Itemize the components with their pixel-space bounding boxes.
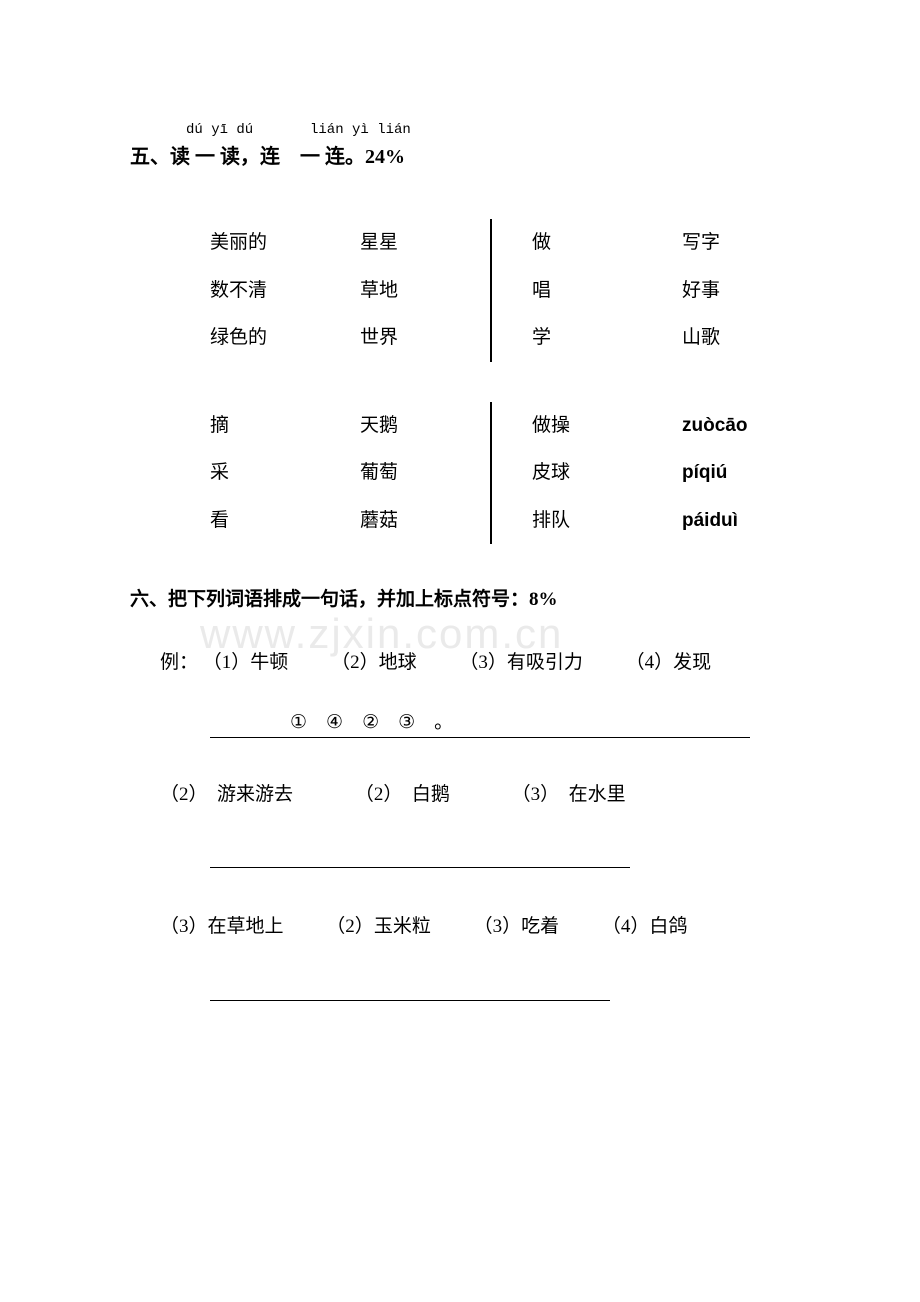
match-group-1: 美丽的 星星 数不清 草地 绿色的 世界 做 写字 唱 好事 学 山歌 — [170, 219, 790, 362]
q3-part-text: 玉米粒 — [374, 916, 431, 937]
match-word: 草地 — [360, 267, 450, 315]
question-3: （3）在草地上 （2）玉米粒 （3）吃着 （4）白鸽 — [160, 910, 790, 944]
match-row: 看 蘑菇 — [210, 497, 450, 545]
match-word: 唱 — [532, 267, 612, 315]
match-word: 排队 — [532, 497, 612, 545]
match-row: 采 葡萄 — [210, 449, 450, 497]
match-word: 做 — [532, 219, 612, 267]
group2-right: 做操 zuòcāo 皮球 píqiú 排队 páiduì — [492, 402, 812, 545]
q2-part-text: 游来游去 — [217, 784, 293, 805]
match-word: 看 — [210, 497, 290, 545]
q2-answer-blank[interactable] — [210, 840, 630, 868]
example-answer: ① ④ ② ③ 。 — [290, 708, 453, 738]
example-part-num: （4） — [626, 652, 674, 673]
q2-part-num: （2） — [160, 784, 198, 805]
example-part-text: 发现 — [673, 652, 711, 673]
match-pinyin: píqiú — [682, 449, 772, 497]
q2-part-text: 在水里 — [569, 784, 626, 805]
match-row: 做操 zuòcāo — [532, 402, 772, 450]
match-pinyin: zuòcāo — [682, 402, 772, 450]
match-word: 摘 — [210, 402, 290, 450]
match-word: 世界 — [360, 314, 450, 362]
group1-right: 做 写字 唱 好事 学 山歌 — [492, 219, 812, 362]
match-pinyin: páiduì — [682, 497, 772, 545]
match-word: 葡萄 — [360, 449, 450, 497]
q2-part-text: 白鹅 — [412, 784, 450, 805]
match-row: 摘 天鹅 — [210, 402, 450, 450]
pinyin-2: lián yì lián — [310, 122, 411, 138]
heading-sep: ， — [240, 146, 260, 168]
page-content: dú yī dú lián yì lián 五、读 一 读，连 一 连。24% … — [130, 140, 790, 1001]
heading-word1: 读 一 读 — [170, 146, 240, 168]
example-part-text: 地球 — [379, 652, 417, 673]
q3-part-num: （2） — [326, 916, 374, 937]
example-part-num: （1） — [203, 652, 251, 673]
match-word: 学 — [532, 314, 612, 362]
q3-part-text: 在草地上 — [208, 916, 284, 937]
example-part-num: （2） — [331, 652, 379, 673]
match-row: 做 写字 — [532, 219, 772, 267]
q3-part-text: 白鸽 — [649, 916, 687, 937]
section6-heading: 六、把下列词语排成一句话，并加上标点符号：8% — [130, 584, 790, 611]
match-word: 天鹅 — [360, 402, 450, 450]
q3-answer-blank[interactable] — [210, 973, 610, 1001]
example-part-text: 牛顿 — [250, 652, 288, 673]
match-row: 绿色的 世界 — [210, 314, 450, 362]
q3-part-num: （3） — [474, 916, 522, 937]
match-word: 美丽的 — [210, 219, 290, 267]
example-label: 例： — [160, 652, 198, 673]
heading-prefix: 五、 — [130, 146, 170, 168]
heading-word2: 连 一 连 — [260, 146, 345, 168]
q3-part-num: （3） — [160, 916, 208, 937]
match-row: 美丽的 星星 — [210, 219, 450, 267]
group1-left: 美丽的 星星 数不清 草地 绿色的 世界 — [170, 219, 492, 362]
example-part-text: 有吸引力 — [507, 652, 583, 673]
match-word: 数不清 — [210, 267, 290, 315]
example-part-num: （3） — [459, 652, 507, 673]
match-row: 唱 好事 — [532, 267, 772, 315]
match-row: 排队 páiduì — [532, 497, 772, 545]
match-word: 皮球 — [532, 449, 612, 497]
match-group-2: 摘 天鹅 采 葡萄 看 蘑菇 做操 zuòcāo 皮球 píqiú 排队 páiduì — [170, 402, 790, 545]
match-row: 皮球 píqiú — [532, 449, 772, 497]
example-line: 例： （1）牛顿 （2）地球 （3）有吸引力 （4）发现 — [160, 646, 790, 680]
example-answer-line: ① ④ ② ③ 。 — [210, 708, 750, 738]
section5-heading: dú yī dú lián yì lián 五、读 一 读，连 一 连。24% — [130, 140, 790, 169]
q2-part-num: （3） — [512, 784, 550, 805]
match-word: 蘑菇 — [360, 497, 450, 545]
match-word: 好事 — [682, 267, 772, 315]
match-word: 做操 — [532, 402, 612, 450]
heading-suffix: 。24% — [345, 146, 405, 168]
q3-part-num: （4） — [602, 916, 650, 937]
match-row: 数不清 草地 — [210, 267, 450, 315]
match-row: 学 山歌 — [532, 314, 772, 362]
match-word: 写字 — [682, 219, 772, 267]
question-2: （2） 游来游去 （2） 白鹅 （3） 在水里 — [160, 778, 790, 812]
q2-part-num: （2） — [355, 784, 393, 805]
q3-part-text: 吃着 — [521, 916, 559, 937]
match-word: 采 — [210, 449, 290, 497]
group2-left: 摘 天鹅 采 葡萄 看 蘑菇 — [170, 402, 492, 545]
match-word: 绿色的 — [210, 314, 290, 362]
match-word: 山歌 — [682, 314, 772, 362]
match-word: 星星 — [360, 219, 450, 267]
pinyin-1: dú yī dú — [186, 122, 253, 138]
